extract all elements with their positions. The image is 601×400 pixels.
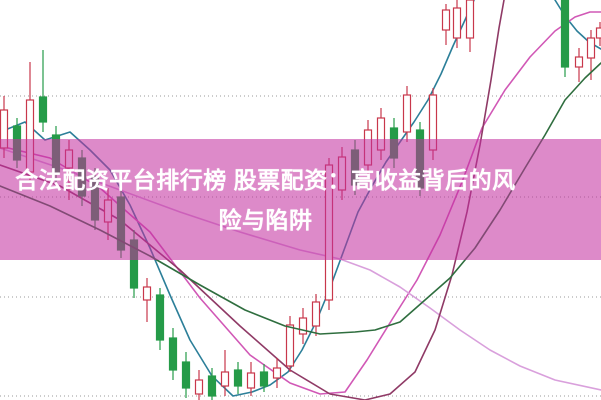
candle xyxy=(272,358,282,388)
candle xyxy=(452,0,462,48)
headline-line-2: 险与陷阱 xyxy=(218,206,313,233)
candle xyxy=(181,352,191,398)
candle xyxy=(259,364,269,392)
candle xyxy=(441,4,451,45)
candle xyxy=(168,328,178,380)
candle xyxy=(298,308,308,344)
candle xyxy=(233,362,243,394)
candle xyxy=(38,50,48,132)
headline-banner: 合法配资平台排行榜 股票配资：高收益背后的风 险与陷阱 xyxy=(0,139,601,260)
candle xyxy=(574,48,584,82)
candle xyxy=(285,316,295,372)
candle xyxy=(155,288,165,350)
candle xyxy=(402,86,412,142)
candle xyxy=(595,22,601,46)
headline-line-1: 合法配资平台排行榜 股票配资：高收益背后的风 xyxy=(15,166,516,193)
candle xyxy=(194,370,204,400)
candle xyxy=(465,0,475,52)
candle xyxy=(246,362,256,396)
candle xyxy=(220,350,230,396)
candle xyxy=(207,368,217,400)
candle xyxy=(142,278,152,322)
candle xyxy=(311,294,321,336)
candle xyxy=(560,0,570,77)
